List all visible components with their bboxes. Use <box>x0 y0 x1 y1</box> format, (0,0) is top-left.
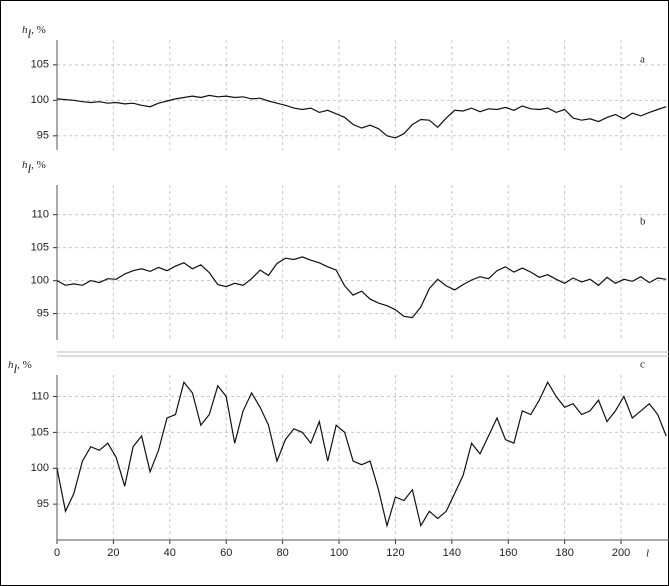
y-tick-label: 100 <box>31 462 49 474</box>
y-label-unit: , % <box>31 159 46 171</box>
panel-label: a <box>640 54 645 66</box>
y-tick-label: 105 <box>31 242 49 254</box>
y-tick-label: 100 <box>31 275 49 287</box>
x-tick-label: 60 <box>220 547 232 559</box>
y-axis-label: hl, % <box>8 359 32 376</box>
x-tick-label: 180 <box>555 547 573 559</box>
y-tick-label: 110 <box>31 209 49 221</box>
data-line <box>56 256 667 319</box>
y-axis-label: hl, % <box>22 159 46 176</box>
y-label-subscript: l <box>14 361 18 376</box>
y-tick-label: 95 <box>37 308 49 320</box>
x-tick-label: 80 <box>276 547 288 559</box>
x-tick-label: 0 <box>54 547 60 559</box>
y-tick-label: 95 <box>37 498 49 510</box>
y-label-symbol: h <box>22 159 28 171</box>
y-label-unit: , % <box>17 359 32 371</box>
y-label-subscript: l <box>28 161 32 176</box>
x-tick-label: 120 <box>386 547 404 559</box>
data-line <box>56 380 667 529</box>
x-tick-label: 40 <box>164 547 176 559</box>
x-tick-label: 200 <box>612 547 630 559</box>
data-line <box>56 94 667 139</box>
y-tick-label: 100 <box>31 94 49 106</box>
y-label-subscript: l <box>28 26 32 41</box>
x-axis-label: l <box>646 548 649 560</box>
y-label-unit: , % <box>31 24 46 36</box>
y-tick-label: 110 <box>31 390 49 402</box>
y-label-symbol: h <box>22 24 28 36</box>
x-tick-label: 140 <box>443 547 461 559</box>
x-tick-label: 100 <box>330 547 348 559</box>
panel-label: b <box>640 216 646 228</box>
y-label-symbol: h <box>8 359 14 371</box>
y-tick-label: 105 <box>31 426 49 438</box>
x-tick-label: 160 <box>499 547 517 559</box>
x-tick-label: 20 <box>107 547 119 559</box>
y-tick-label: 95 <box>37 130 49 142</box>
y-axis-label: hl, % <box>22 24 46 41</box>
panel-label: c <box>640 359 645 371</box>
y-tick-label: 105 <box>31 59 49 71</box>
